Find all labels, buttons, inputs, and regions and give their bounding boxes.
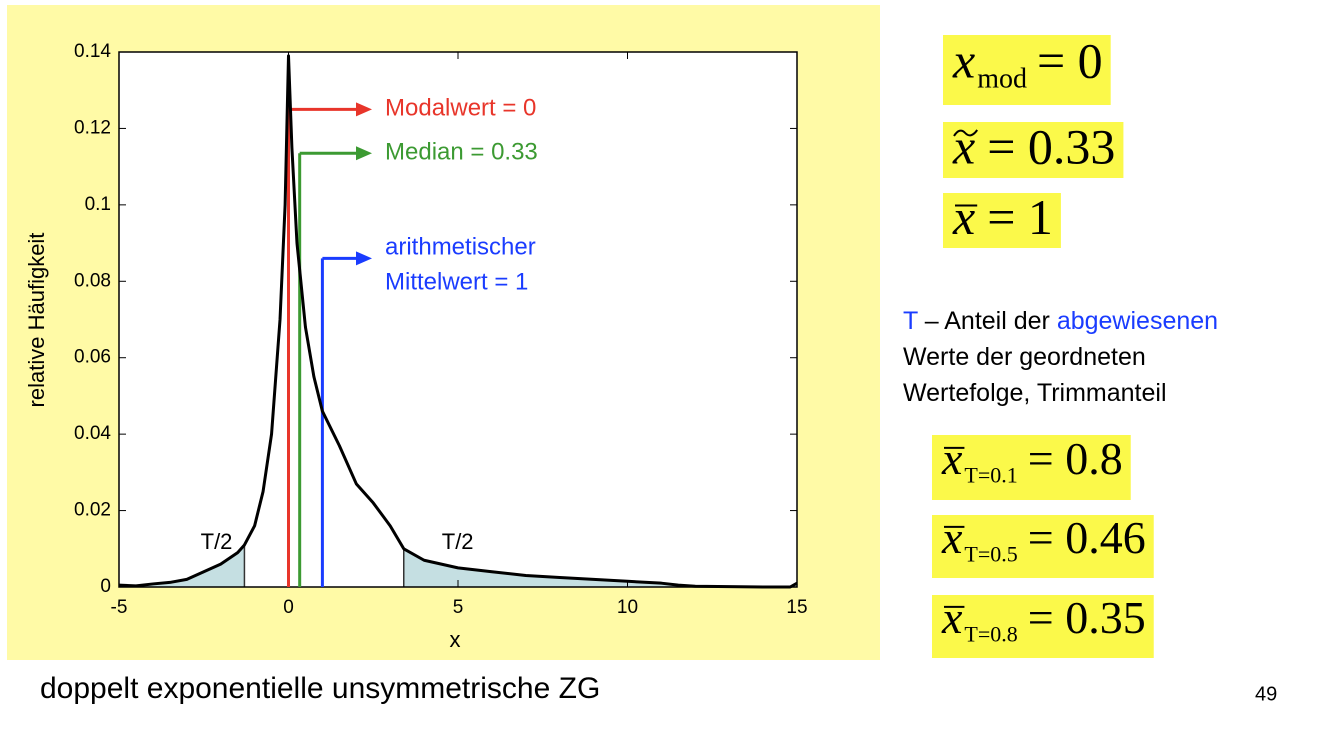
formula: x T=0.8 = 0.35 [932,592,1154,658]
formula-box [943,122,1124,178]
tail-label: T/2 [201,529,233,554]
y-tick-label: 0 [100,576,111,597]
formula: x T=0.1 = 0.8 [932,433,1131,500]
y-axis-label: relative Häufigkeit [24,233,49,408]
plot-area [119,52,797,587]
formula-rhs: = 0.33 [987,118,1115,174]
arrowhead [356,146,372,161]
formula-box [932,515,1154,578]
definition-text: abgewiesenen [1057,307,1218,335]
definition-text: Wertefolge, Trimmanteil [903,379,1167,407]
density-curve [118,54,798,589]
y-tick-label: 0.14 [74,41,111,62]
page-number: 49 [1255,683,1277,705]
formula-rhs: = 0.8 [1028,433,1123,484]
formula-box [932,435,1131,500]
definition-line: T – Anteil der abgewiesenen [903,307,1218,335]
formula: x T=0.5 = 0.46 [932,512,1154,578]
formula-subscript: T=0.5 [964,541,1017,566]
formula-box [943,35,1111,105]
definition-text: Werte der geordneten [903,343,1146,371]
formula: x = 1 [943,189,1061,248]
formula-base: x [952,189,975,245]
x-tick-label: 5 [453,597,464,618]
formula-base: x [941,433,963,484]
formula-base: x [941,512,963,563]
shaded-tail [119,544,245,587]
y-tick-label: 0.04 [74,423,111,444]
formula-rhs: = 1 [987,189,1053,245]
formula-base: x [952,32,975,88]
caption: doppelt exponentielle unsymmetrische ZG [40,672,600,705]
formula-rhs: = 0.35 [1028,592,1146,643]
definition-text: T [903,307,918,335]
annotation-label: Modalwert = 0 [385,95,536,122]
arrowhead [356,251,372,266]
y-tick-label: 0.02 [74,500,111,521]
formula-rhs: = 0.46 [1028,512,1146,563]
shaded-tail [403,548,797,587]
accent-tilde [953,129,979,137]
x-tick-label: -5 [111,597,128,618]
formula: x = 0.33 [943,118,1124,178]
formula-base: x [941,592,963,643]
x-axis-label: x [450,627,461,652]
x-tick-label: 15 [786,597,807,618]
y-tick-label: 0.06 [74,347,111,368]
annotation-label: arithmetischer [385,234,536,261]
y-tick-label: 0.1 [85,194,111,215]
formula-base: x [952,118,975,174]
formula: x mod = 0 [943,32,1111,105]
formula-subscript: T=0.8 [964,621,1017,646]
formula-subscript: T=0.1 [964,462,1017,487]
annotation-label: Median = 0.33 [385,139,538,166]
formula-subscript: mod [977,63,1027,94]
definition-text: – Anteil der [918,307,1057,335]
arrowhead [356,102,372,117]
formula-box [932,595,1154,658]
formula-box [943,193,1061,248]
annotation-label: Mittelwert = 1 [385,269,528,296]
definition-line: Wertefolge, Trimmanteil [903,379,1167,407]
y-tick-label: 0.08 [74,270,111,291]
tail-label: T/2 [442,529,474,554]
y-tick-label: 0.12 [74,117,111,138]
x-tick-label: 10 [617,597,638,618]
formula-rhs: = 0 [1037,32,1103,88]
definition-line: Werte der geordneten [903,343,1146,371]
x-tick-label: 0 [283,597,294,618]
